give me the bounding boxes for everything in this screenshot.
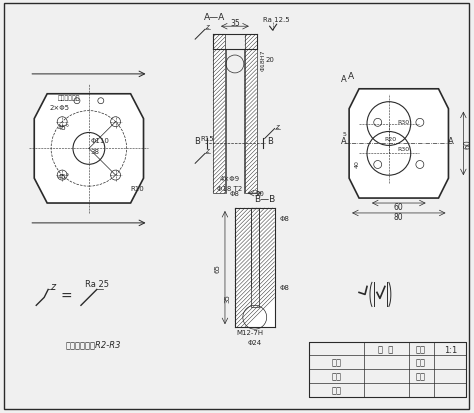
Text: A: A — [348, 72, 354, 81]
Text: R10: R10 — [131, 186, 145, 192]
Text: 35: 35 — [224, 293, 230, 302]
Text: 与油泵体配作: 与油泵体配作 — [58, 95, 80, 100]
Text: Φ8: Φ8 — [280, 285, 290, 291]
Text: 制图: 制图 — [331, 358, 341, 367]
Text: B—B: B—B — [254, 194, 275, 203]
Text: Φ8: Φ8 — [230, 191, 240, 197]
Text: 审核: 审核 — [331, 385, 341, 394]
Text: Ra 12.5: Ra 12.5 — [263, 17, 290, 23]
Text: 60: 60 — [464, 139, 473, 149]
Text: R15: R15 — [201, 136, 214, 142]
Text: z: z — [205, 24, 209, 30]
Text: 描图: 描图 — [331, 371, 341, 380]
Polygon shape — [349, 90, 448, 199]
Text: Ra 25: Ra 25 — [85, 279, 109, 288]
Polygon shape — [235, 209, 274, 328]
Text: Φ110: Φ110 — [91, 138, 110, 144]
Text: 45°: 45° — [58, 174, 70, 180]
Text: 2×Φ5: 2×Φ5 — [49, 104, 69, 110]
Text: 5: 5 — [342, 132, 346, 137]
Text: A: A — [447, 137, 453, 146]
Polygon shape — [34, 95, 144, 204]
Text: R30: R30 — [398, 120, 410, 125]
Text: Φ18H7: Φ18H7 — [260, 49, 265, 71]
Text: B: B — [267, 137, 273, 146]
Text: 件数: 件数 — [416, 358, 426, 367]
Text: 4×Φ9: 4×Φ9 — [220, 176, 240, 182]
Text: Φ18 T2: Φ18 T2 — [217, 186, 243, 192]
Text: 未注圆角半径R2-R3: 未注圆角半径R2-R3 — [66, 340, 121, 349]
Text: 20: 20 — [255, 191, 264, 197]
Text: z: z — [50, 282, 55, 292]
Text: Φ24: Φ24 — [248, 339, 262, 345]
Text: 20: 20 — [265, 57, 274, 63]
Polygon shape — [251, 209, 259, 308]
Text: 35: 35 — [230, 19, 240, 28]
Text: 80: 80 — [394, 213, 403, 222]
Text: A—A: A—A — [204, 13, 226, 22]
Text: 重量: 重量 — [416, 371, 426, 380]
Text: z: z — [275, 123, 278, 129]
Text: 45°: 45° — [58, 124, 70, 130]
Text: 38: 38 — [91, 149, 100, 155]
Text: A: A — [341, 137, 347, 146]
Polygon shape — [213, 35, 225, 194]
Text: B: B — [194, 137, 200, 146]
Polygon shape — [245, 35, 257, 194]
Text: =: = — [60, 289, 72, 303]
Text: A: A — [341, 75, 347, 84]
Text: z: z — [205, 148, 209, 154]
Text: M12-7H: M12-7H — [236, 329, 264, 335]
Text: 1:1: 1:1 — [444, 345, 457, 354]
Text: Φ8: Φ8 — [280, 216, 290, 221]
Text: 60: 60 — [394, 203, 404, 212]
Text: 40: 40 — [355, 160, 360, 168]
Text: 65: 65 — [214, 263, 220, 272]
Text: R20: R20 — [385, 137, 397, 142]
Text: 比例: 比例 — [416, 345, 426, 354]
Text: R30: R30 — [398, 147, 410, 152]
Text: 表  盖: 表 盖 — [378, 345, 393, 354]
